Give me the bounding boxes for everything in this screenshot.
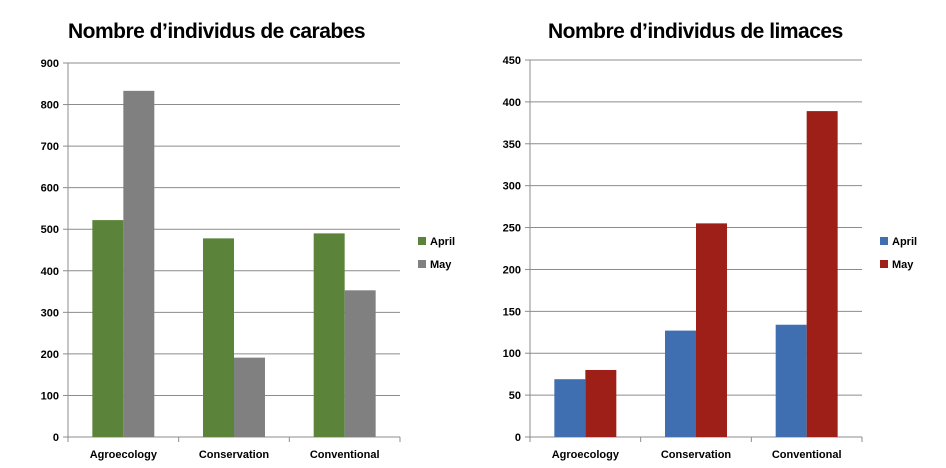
x-tick-label: Conventional — [310, 449, 380, 461]
bar-april-agroecology — [554, 379, 586, 437]
chart-svg: 0 50 100 150 200 250 300 350 400 450 Agroecology Co… — [503, 55, 917, 461]
y-tick-label: 250 — [503, 223, 521, 235]
y-tick-label: 0 — [515, 432, 521, 444]
y-tick-label: 300 — [41, 307, 59, 319]
bar-may-agroecology — [585, 369, 617, 437]
y-tick-label: 50 — [509, 390, 521, 402]
x-tick-label: Agroecology — [552, 449, 620, 461]
x-tick-label: Conservation — [661, 449, 732, 461]
x-tick-label: Conventional — [772, 449, 842, 461]
bar-may-conventional — [806, 111, 838, 438]
y-tick-label: 100 — [503, 348, 521, 360]
legend-label-may: May — [430, 259, 452, 271]
y-tick-label: 700 — [41, 141, 59, 153]
y-tick-label: 0 — [53, 432, 59, 444]
bar-april-agroecology — [92, 220, 124, 437]
y-tick-label: 450 — [503, 55, 521, 67]
legend-swatch-april — [880, 237, 888, 245]
bar-april-conservation — [203, 238, 234, 437]
y-tick-label: 400 — [41, 266, 59, 278]
x-tick-label: Agroecology — [90, 449, 158, 461]
y-tick-label: 200 — [503, 264, 521, 276]
chart-title: Nombre d’individus de carabes — [68, 20, 366, 43]
bar-april-conservation — [665, 330, 696, 437]
bar-april-conventional — [775, 324, 807, 437]
chart-svg: 0 100 200 300 400 500 600 700 800 900 Agroecology C… — [41, 58, 455, 461]
legend-swatch-may — [880, 260, 888, 268]
y-tick-label: 350 — [503, 139, 521, 151]
y-tick-label: 400 — [503, 97, 521, 109]
y-tick-label: 300 — [503, 181, 521, 193]
bar-may-conventional — [344, 290, 376, 437]
bar-may-conservation — [696, 223, 727, 437]
bar-april-conventional — [313, 233, 345, 437]
y-tick-label: 100 — [41, 390, 59, 402]
y-tick-label: 600 — [41, 183, 59, 195]
chart-title: Nombre d’individus de limaces — [548, 20, 843, 43]
bar-may-agroecology — [123, 90, 155, 437]
y-tick-label: 200 — [41, 349, 59, 361]
x-tick-label: Conservation — [199, 449, 270, 461]
legend-label-may: May — [892, 259, 914, 271]
y-tick-label: 900 — [41, 58, 59, 70]
legend-swatch-april — [418, 237, 426, 245]
bar-may-conservation — [234, 357, 265, 437]
legend-swatch-may — [418, 260, 426, 268]
chart-limaces: Nombre d’individus de limaces 0 50 100 150 2… — [470, 0, 946, 468]
chart-carabes: Nombre d’individus de carabes 0 100 200 300… — [0, 0, 470, 468]
legend-label-april: April — [892, 236, 917, 248]
y-tick-label: 800 — [41, 100, 59, 112]
y-tick-label: 150 — [503, 306, 521, 318]
y-tick-label: 500 — [41, 224, 59, 236]
legend-label-april: April — [430, 236, 455, 248]
